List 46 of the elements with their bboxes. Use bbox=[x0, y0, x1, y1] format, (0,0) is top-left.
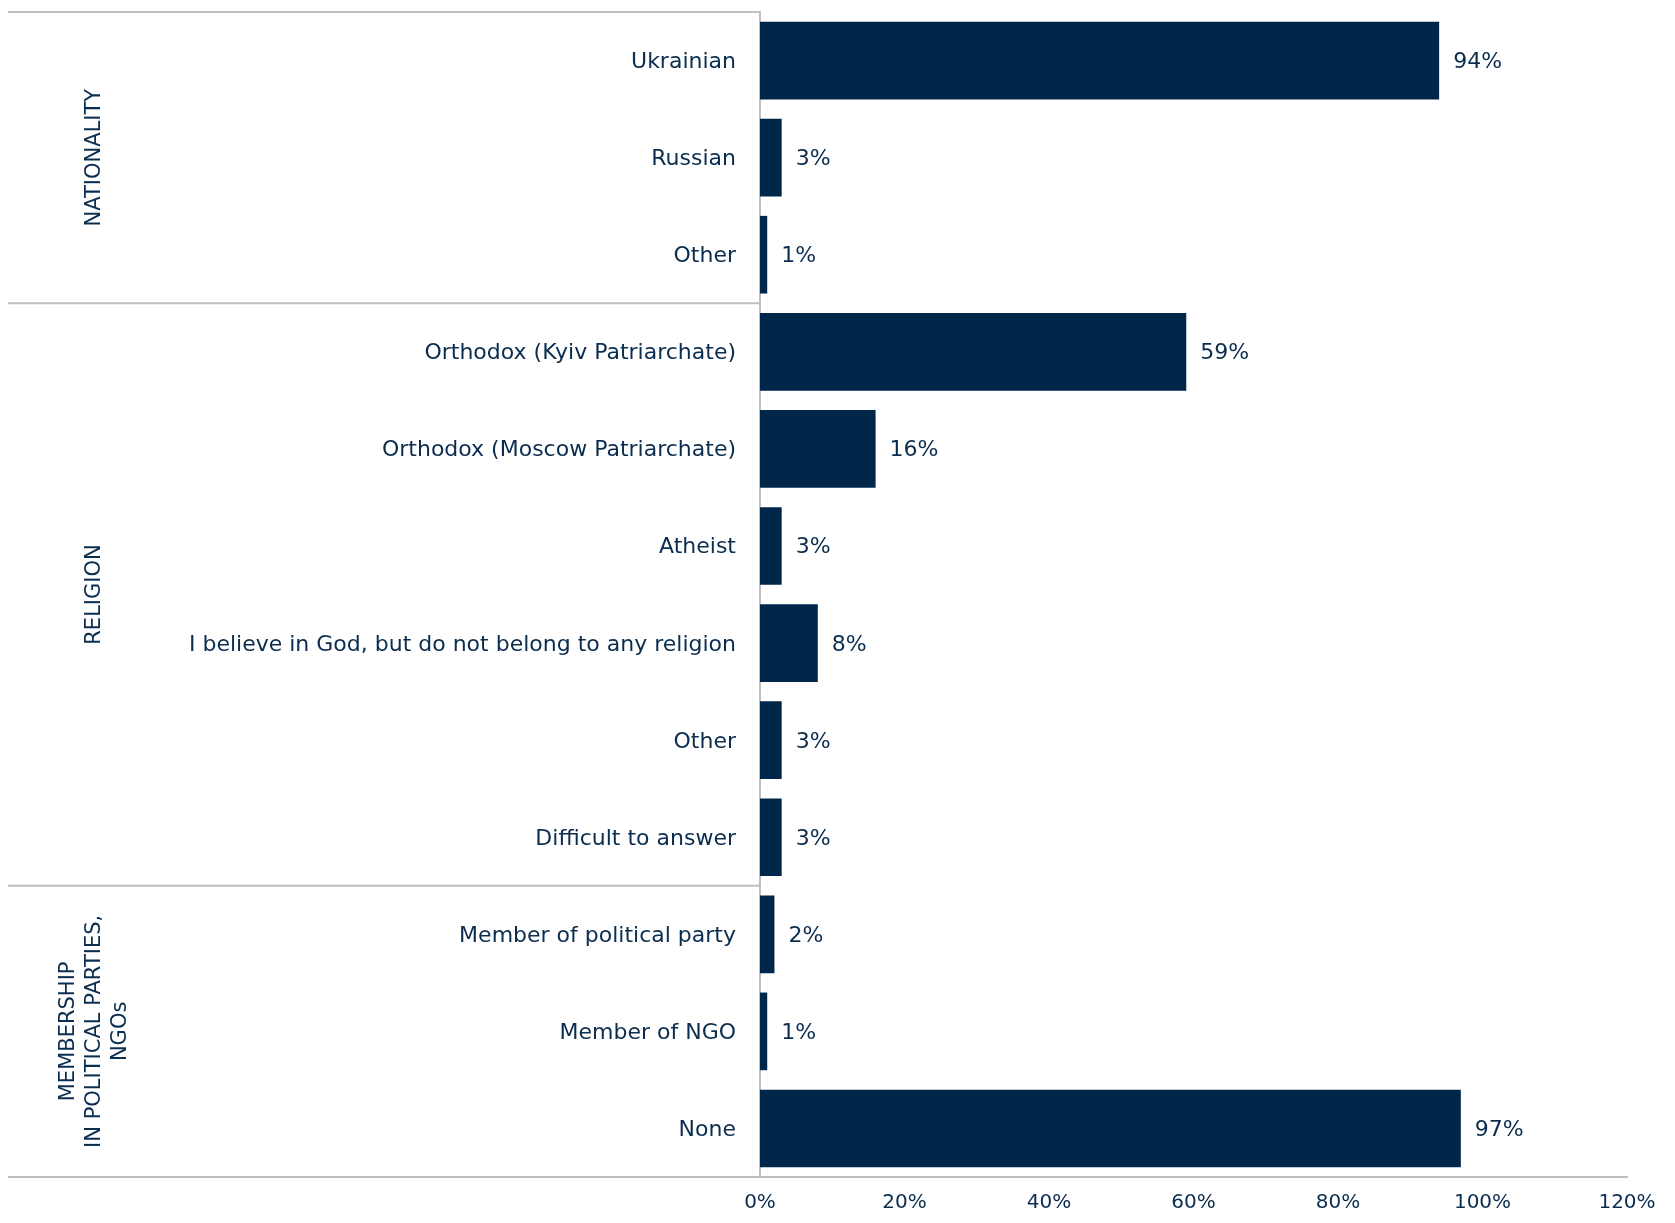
data-label: 94% bbox=[1453, 48, 1503, 74]
data-label: 1% bbox=[781, 242, 817, 268]
data-label: 3% bbox=[795, 145, 831, 171]
x-tick-label: 120% bbox=[1598, 1189, 1656, 1213]
y-tick-label: None bbox=[678, 1115, 736, 1141]
y-tick-label: Russian bbox=[651, 145, 736, 171]
data-label: 3% bbox=[795, 727, 831, 753]
data-label: 3% bbox=[795, 533, 831, 559]
bar bbox=[760, 604, 818, 682]
y-tick-label: Orthodox (Kyiv Patriarchate) bbox=[424, 339, 736, 365]
y-tick-label: Atheist bbox=[659, 533, 737, 559]
text: RELIGION bbox=[81, 544, 105, 645]
x-tick-label: 0% bbox=[744, 1189, 776, 1213]
y-tick-label: Difficult to answer bbox=[535, 824, 737, 850]
y-tick-label: Member of NGO bbox=[559, 1018, 736, 1044]
bar bbox=[760, 1089, 1461, 1168]
data-label: 3% bbox=[795, 824, 831, 850]
y-tick-label: Orthodox (Moscow Patriarchate) bbox=[381, 436, 736, 462]
bar bbox=[760, 507, 782, 585]
bar bbox=[760, 215, 768, 294]
y-tick-label: Other bbox=[673, 727, 737, 753]
x-tick-label: 40% bbox=[1026, 1189, 1072, 1213]
data-label: 16% bbox=[889, 436, 939, 462]
bar bbox=[760, 992, 768, 1071]
bar bbox=[760, 798, 782, 877]
text: MEMBERSHIP IN POLITICAL PARTIES, NGOs bbox=[55, 914, 131, 1148]
x-tick-label: 60% bbox=[1171, 1189, 1216, 1213]
y-tick-label: Member of political party bbox=[459, 921, 736, 947]
bar bbox=[760, 118, 782, 197]
data-label: 97% bbox=[1474, 1115, 1524, 1141]
data-label: 59% bbox=[1200, 339, 1250, 365]
x-tick-label: 80% bbox=[1315, 1189, 1361, 1213]
bar bbox=[760, 701, 782, 779]
bar bbox=[760, 895, 775, 974]
data-label: 2% bbox=[788, 921, 824, 947]
data-label: 8% bbox=[831, 630, 867, 656]
y-tick-label: Other bbox=[673, 242, 737, 268]
x-tick-label: 100% bbox=[1453, 1189, 1512, 1213]
y-tick-label: I believe in God, but do not belong to any religion bbox=[188, 630, 736, 656]
bar bbox=[760, 21, 1440, 100]
y-tick-label: Ukrainian bbox=[631, 48, 736, 74]
x-tick-label: 20% bbox=[882, 1189, 927, 1213]
bar bbox=[760, 312, 1187, 391]
bar bbox=[760, 410, 876, 488]
data-label: 1% bbox=[781, 1018, 817, 1044]
text: NATIONALITY bbox=[81, 88, 105, 227]
